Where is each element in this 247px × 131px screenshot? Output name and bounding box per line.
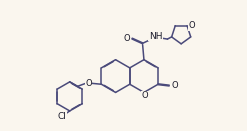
Text: Cl: Cl <box>57 112 66 121</box>
Text: NH: NH <box>149 32 162 41</box>
Text: O: O <box>124 34 131 43</box>
Text: O: O <box>142 91 148 100</box>
Text: O: O <box>85 79 92 88</box>
Text: O: O <box>171 81 178 90</box>
Text: O: O <box>188 21 195 30</box>
